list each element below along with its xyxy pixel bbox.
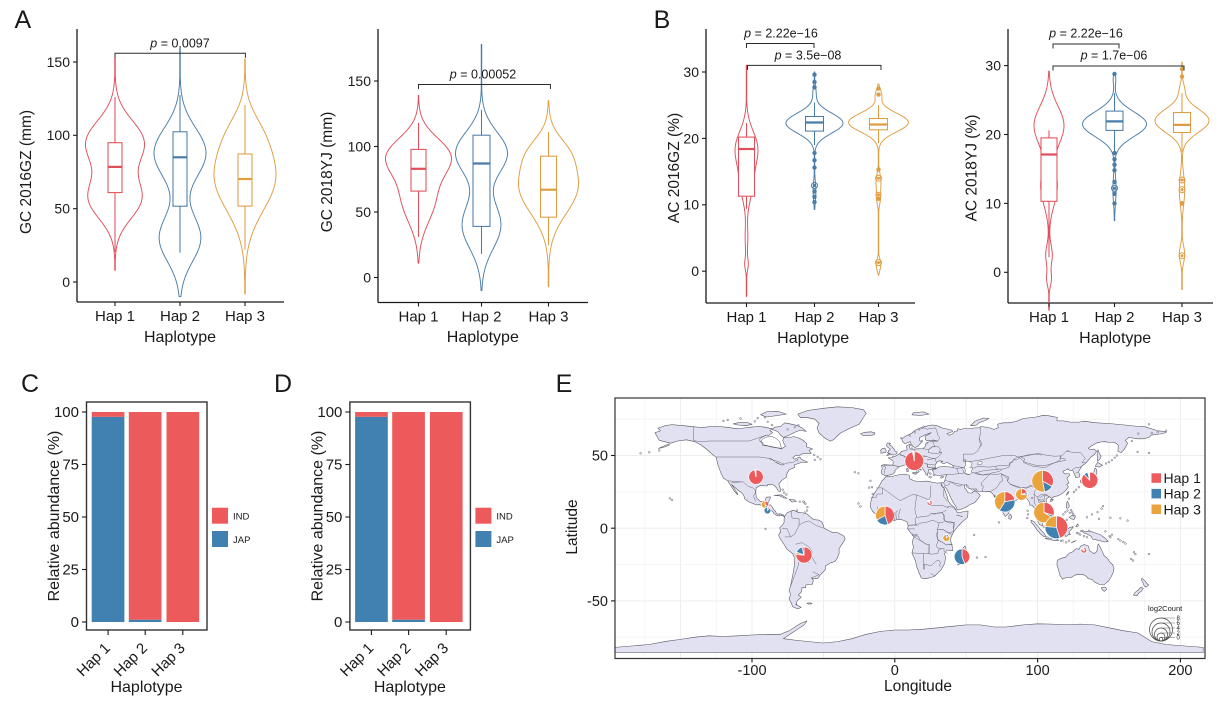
svg-text:Longitude: Longitude <box>884 678 952 695</box>
svg-text:0: 0 <box>62 274 70 290</box>
svg-text:Hap 2: Hap 2 <box>1094 309 1134 326</box>
svg-text:30: 30 <box>683 64 699 80</box>
svg-text:IND: IND <box>233 512 250 523</box>
svg-text:Latitude: Latitude <box>564 499 581 554</box>
svg-text:E: E <box>556 370 573 398</box>
svg-text:Haplotype: Haplotype <box>1079 330 1151 347</box>
svg-text:50: 50 <box>54 201 70 217</box>
svg-text:Haplotype: Haplotype <box>144 329 216 346</box>
svg-text:100: 100 <box>54 404 79 421</box>
svg-text:0: 0 <box>334 614 342 631</box>
svg-text:Hap 1: Hap 1 <box>1164 470 1202 486</box>
svg-text:log2Count: log2Count <box>1148 604 1183 613</box>
svg-text:25: 25 <box>326 562 343 579</box>
svg-text:8: 8 <box>1177 616 1181 622</box>
svg-text:Hap 3: Hap 3 <box>858 309 898 326</box>
svg-text:Hap 3: Hap 3 <box>528 309 568 326</box>
svg-text:Hap 2: Hap 2 <box>794 309 834 326</box>
svg-text:Relative abundance (%): Relative abundance (%) <box>309 431 326 602</box>
svg-text:p = 0.00052: p = 0.00052 <box>449 68 516 82</box>
svg-text:Relative abundance (%): Relative abundance (%) <box>46 431 63 602</box>
svg-text:Hap 3: Hap 3 <box>1162 309 1202 326</box>
svg-text:100: 100 <box>317 404 342 421</box>
svg-text:GC 2018YJ (mm): GC 2018YJ (mm) <box>319 112 336 233</box>
svg-text:A: A <box>14 6 31 34</box>
svg-text:Hap 2: Hap 2 <box>1164 486 1202 502</box>
svg-text:100: 100 <box>1025 663 1049 679</box>
svg-text:p = 0.0097: p = 0.0097 <box>149 37 209 51</box>
svg-text:0: 0 <box>691 263 699 279</box>
svg-text:p = 2.22e−16: p = 2.22e−16 <box>1048 27 1123 41</box>
svg-text:Haplotype: Haplotype <box>374 679 446 696</box>
svg-text:50: 50 <box>592 449 608 465</box>
svg-text:0: 0 <box>363 269 371 285</box>
svg-text:p = 2.22e−16: p = 2.22e−16 <box>743 27 818 41</box>
svg-text:JAP: JAP <box>496 535 513 546</box>
svg-text:0: 0 <box>600 521 608 537</box>
svg-text:150: 150 <box>348 73 372 89</box>
svg-text:75: 75 <box>62 457 79 474</box>
svg-text:0: 0 <box>891 663 899 679</box>
svg-text:10: 10 <box>683 197 699 213</box>
svg-text:6: 6 <box>1177 621 1181 627</box>
svg-text:D: D <box>274 370 292 398</box>
svg-text:0: 0 <box>1177 636 1181 642</box>
svg-text:Hap 3: Hap 3 <box>225 308 265 325</box>
svg-text:IND: IND <box>496 512 513 523</box>
svg-text:200: 200 <box>1168 663 1192 679</box>
svg-text:Hap 1: Hap 1 <box>726 309 766 326</box>
svg-text:Hap 1: Hap 1 <box>1029 309 1069 326</box>
svg-text:75: 75 <box>326 457 343 474</box>
svg-text:B: B <box>654 6 671 34</box>
svg-text:Haplotype: Haplotype <box>777 330 849 347</box>
svg-text:2: 2 <box>1177 631 1181 637</box>
svg-text:50: 50 <box>326 509 343 526</box>
svg-text:Hap 1: Hap 1 <box>95 308 135 325</box>
svg-text:100: 100 <box>348 138 372 154</box>
svg-text:0: 0 <box>993 264 1001 280</box>
svg-text:-50: -50 <box>587 594 608 610</box>
svg-text:10: 10 <box>985 195 1001 211</box>
svg-text:20: 20 <box>985 126 1001 142</box>
svg-text:-100: -100 <box>737 663 766 679</box>
svg-text:AC 2018YJ (%): AC 2018YJ (%) <box>964 115 981 222</box>
svg-text:20: 20 <box>683 130 699 146</box>
svg-text:100: 100 <box>47 127 71 143</box>
svg-text:0: 0 <box>71 614 79 631</box>
svg-text:25: 25 <box>62 562 79 579</box>
svg-text:GC 2016GZ (mm): GC 2016GZ (mm) <box>18 110 35 234</box>
svg-text:50: 50 <box>355 204 371 220</box>
svg-text:Haplotype: Haplotype <box>447 329 519 346</box>
svg-text:Hap 3: Hap 3 <box>1164 501 1202 517</box>
svg-text:Hap 2: Hap 2 <box>461 309 501 326</box>
svg-text:Hap 1: Hap 1 <box>398 309 438 326</box>
svg-text:p = 3.5e−08: p = 3.5e−08 <box>774 49 842 63</box>
svg-text:30: 30 <box>985 58 1001 74</box>
svg-text:JAP: JAP <box>233 535 250 546</box>
svg-text:AC 2016GZ (%): AC 2016GZ (%) <box>666 113 683 223</box>
svg-text:150: 150 <box>47 54 71 70</box>
svg-text:p = 1.7e−06: p = 1.7e−06 <box>1080 49 1148 63</box>
svg-text:50: 50 <box>62 509 79 526</box>
svg-text:Hap 2: Hap 2 <box>160 308 200 325</box>
svg-text:Haplotype: Haplotype <box>110 679 182 696</box>
svg-text:4: 4 <box>1177 626 1181 632</box>
svg-text:C: C <box>21 370 39 398</box>
